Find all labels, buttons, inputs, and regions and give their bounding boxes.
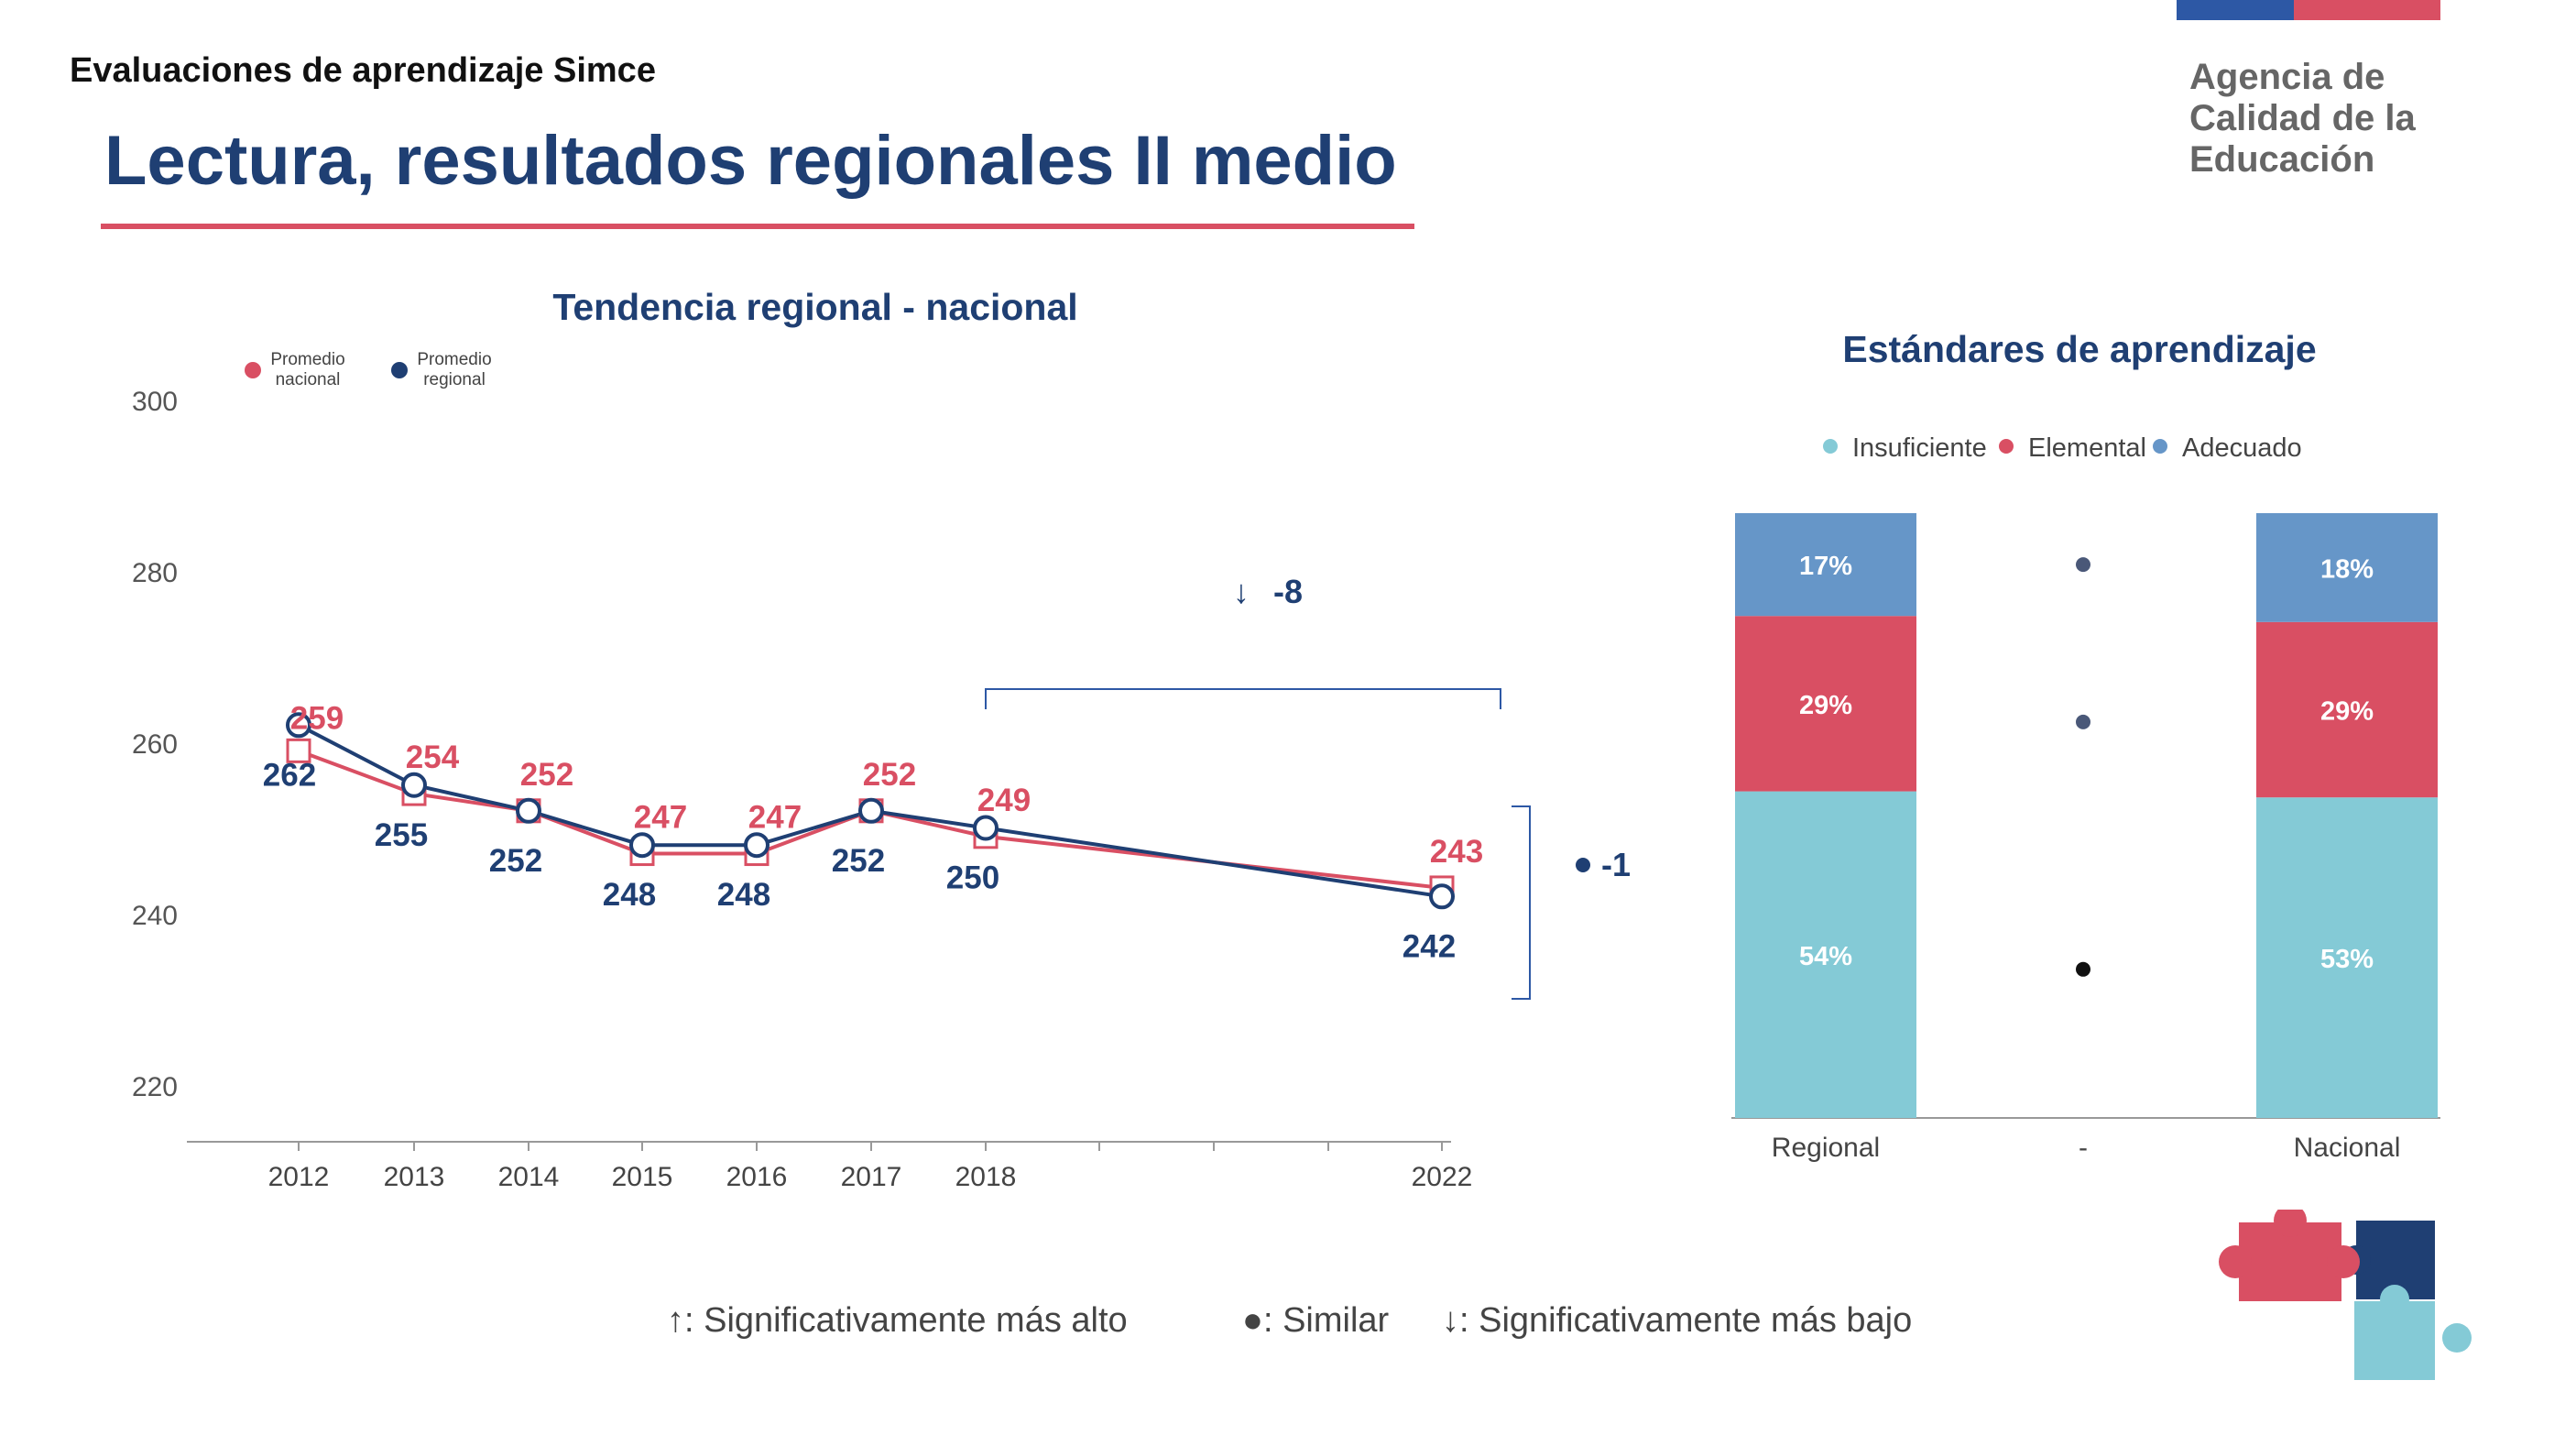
x-tick-label: 2013 [384, 1162, 445, 1192]
bar-value-label: 29% [2320, 697, 2374, 727]
logo-line-2: Calidad de la [2189, 98, 2416, 138]
bar-value-label: 17% [1799, 552, 1852, 581]
point-regional [401, 772, 427, 798]
legend-label: Promedio [270, 350, 344, 369]
legend-lower: ↓: Significativamente más bajo [1442, 1301, 1913, 1340]
legend-marker-adecuado [2153, 439, 2167, 454]
agency-logo: Agencia de Calidad de la Educación [2189, 57, 2416, 181]
bar-segment-elemental [2256, 621, 2438, 798]
puzzle-icon [2219, 1210, 2472, 1380]
point-regional [858, 797, 884, 824]
bracket-trend [985, 688, 1501, 709]
data-label-nacional: 247 [748, 800, 802, 836]
stacked-bar-chart: Insuficiente Elemental Adecuado 54% 29% 17% Re… [1731, 433, 2440, 1163]
data-label-nacional: 254 [406, 739, 460, 775]
annotation-trend-value: -8 [1273, 573, 1303, 610]
legend-label: regional [423, 370, 486, 389]
legend-higher: ↑: Significativamente más alto [667, 1301, 1128, 1340]
x-tick-label: 2015 [612, 1162, 673, 1192]
point-regional [629, 832, 655, 859]
x-tick-label: 2017 [841, 1162, 902, 1192]
bar-value-label: 54% [1799, 942, 1852, 971]
x-tick-label: 2016 [726, 1162, 788, 1192]
data-label-regional: 262 [263, 757, 316, 793]
bar-value-label: 18% [2320, 554, 2374, 584]
title-underline [101, 224, 1414, 229]
bar-category-label: Regional [1772, 1133, 1880, 1163]
bar-category-label: - [2079, 1133, 2088, 1163]
data-label-regional: 255 [375, 817, 428, 853]
bracket-comparison [1512, 805, 1531, 1000]
y-tick-label: 300 [132, 387, 178, 417]
point-regional [516, 797, 541, 824]
legend-label-adecuado: Adecuado [2182, 433, 2302, 463]
data-label-nacional: 252 [863, 757, 916, 793]
bar-value-label: 29% [1799, 691, 1852, 720]
legend-label: Promedio [417, 350, 491, 369]
y-tick-label: 280 [132, 558, 178, 588]
logo-line-3: Educación [2189, 139, 2375, 180]
x-tick-label: 2014 [498, 1162, 560, 1192]
bar-category-label: Nacional [2294, 1133, 2401, 1163]
series-line-nacional [298, 749, 1443, 890]
data-label-regional: 252 [832, 843, 885, 879]
data-label-regional: 248 [717, 877, 770, 913]
point-regional [973, 815, 999, 841]
legend-similar: ●: Similar [1242, 1301, 1390, 1340]
section-label: Evaluaciones de aprendizaje Simce [70, 51, 656, 90]
x-tick-label: 2018 [955, 1162, 1017, 1192]
similar-dot-icon [1576, 858, 1590, 872]
annotation-comparison-value: -1 [1601, 846, 1631, 883]
data-label-nacional: 247 [634, 800, 687, 836]
x-tick-label: 2022 [1412, 1162, 1473, 1192]
arrow-down-icon: ↓ [1233, 573, 1250, 610]
legend-label: nacional [276, 370, 341, 389]
legend-label-elemental: Elemental [2028, 433, 2146, 463]
point-nacional [286, 738, 311, 763]
data-label-nacional: 259 [290, 700, 344, 736]
legend-marker-nacional [245, 362, 261, 378]
point-regional [286, 712, 311, 739]
legend-marker-elemental [1999, 439, 2014, 454]
top-accent-bar-red [2294, 0, 2440, 20]
y-tick-label: 260 [132, 729, 178, 760]
bar-chart-title: Estándares de aprendizaje [1842, 328, 2317, 370]
y-tick-label: 220 [132, 1072, 178, 1102]
point-regional [744, 832, 770, 859]
bar-segment-insuficiente [1735, 791, 1916, 1118]
legend-marker-regional [391, 362, 408, 378]
bar-value-label: 53% [2320, 945, 2374, 974]
data-label-nacional: 243 [1430, 834, 1483, 870]
series-line-regional [298, 723, 1443, 899]
data-label-regional: 252 [489, 843, 542, 879]
data-label-regional: 250 [946, 860, 999, 896]
line-chart: 220 240 260 280 300 2012 2013 2014 2015 2016 2017 2… [132, 350, 1631, 1192]
bar-segment-adecuado [1735, 513, 1916, 617]
top-accent-bar-blue [2177, 0, 2294, 20]
data-label-regional: 242 [1403, 928, 1456, 964]
similar-dot-icon [2076, 557, 2090, 573]
significance-legend: ↑: Significativamente más alto ●: Simila… [0, 1301, 2576, 1356]
y-tick-label: 240 [132, 901, 178, 931]
data-label-nacional: 249 [977, 783, 1031, 818]
legend-marker-insuficiente [1823, 439, 1838, 454]
line-chart-title: Tendencia regional - nacional [552, 286, 1078, 328]
bar-segment-insuficiente [2256, 797, 2438, 1118]
data-label-nacional: 252 [520, 757, 573, 793]
similar-dot-icon [2076, 961, 2090, 977]
similar-dot-icon [2076, 714, 2090, 729]
x-tick-label: 2012 [268, 1162, 330, 1192]
point-regional [1429, 883, 1455, 910]
legend-label-insuficiente: Insuficiente [1852, 433, 1987, 463]
data-label-regional: 248 [603, 877, 656, 913]
bar-segment-elemental [1735, 616, 1916, 792]
bar-segment-adecuado [2256, 513, 2438, 622]
page-title: Lectura, resultados regionales II medio [104, 122, 1397, 200]
logo-line-1: Agencia de [2189, 57, 2385, 97]
